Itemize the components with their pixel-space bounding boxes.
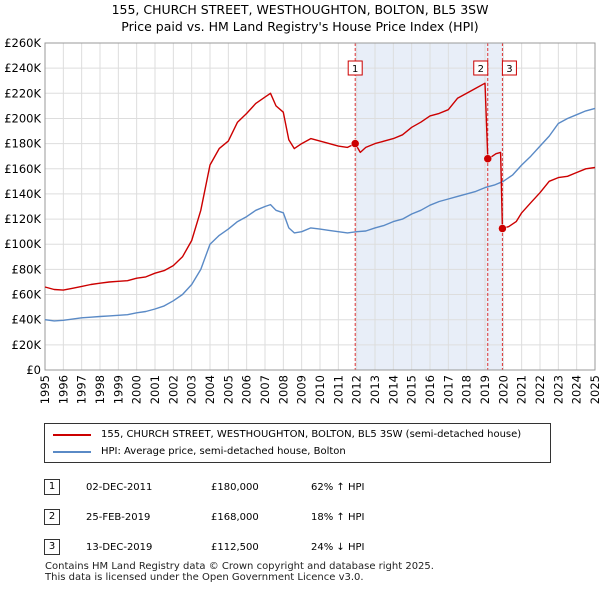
x-tick-label: 2000 — [130, 375, 144, 404]
x-tick-label: 1998 — [93, 375, 107, 404]
x-tick-label: 1997 — [75, 375, 89, 404]
sale-point — [483, 154, 492, 163]
x-tick-label: 2025 — [588, 375, 600, 404]
legend: 155, CHURCH STREET, WESTHOUGHTON, BOLTON… — [44, 423, 551, 463]
property-series-line — [44, 82, 596, 291]
sale-hpi-diff: 24% ↓ HPI — [311, 541, 365, 553]
x-tick-label: 2020 — [496, 375, 510, 404]
y-tick-label: £20K — [12, 338, 42, 352]
chart-title: 155, CHURCH STREET, WESTHOUGHTON, BOLTON… — [111, 2, 489, 17]
y-tick-label: £0 — [26, 363, 41, 377]
sales-table: 1 02-DEC-2011 £180,000 62% ↑ HPI 2 25-FE… — [44, 472, 364, 562]
x-tick-label: 2024 — [570, 375, 584, 404]
x-tick-label: 2003 — [185, 375, 199, 404]
table-row: 2 25-FEB-2019 £168,000 18% ↑ HPI — [44, 502, 364, 532]
x-tick-label: 2021 — [515, 375, 529, 404]
x-tick-label: 1996 — [56, 375, 70, 404]
sale-number-box: 1 — [44, 479, 60, 495]
footer-line-2: This data is licensed under the Open Gov… — [45, 572, 364, 583]
y-tick-label: £40K — [12, 313, 42, 327]
sale-label-number: 3 — [506, 64, 512, 75]
x-tick-label: 2022 — [533, 375, 547, 404]
x-tick-label: 2005 — [221, 375, 235, 404]
table-row: 3 13-DEC-2019 £112,500 24% ↓ HPI — [44, 532, 364, 562]
sale-price: £112,500 — [211, 541, 259, 553]
footer-line-1: Contains HM Land Registry data © Crown c… — [45, 561, 434, 572]
x-tick-label: 2008 — [276, 375, 290, 404]
x-tick-label: 1995 — [38, 375, 52, 404]
sale-hpi-diff: 62% ↑ HPI — [311, 481, 365, 493]
plot-border — [44, 42, 596, 371]
x-tick-label: 2001 — [148, 375, 162, 404]
hpi-series-line — [44, 107, 596, 322]
x-tick-label: 2002 — [166, 375, 180, 404]
x-tick-label: 2017 — [441, 375, 455, 404]
x-tick-label: 2023 — [551, 375, 565, 404]
y-tick-label: £240K — [4, 61, 41, 75]
legend-swatch-hpi — [53, 450, 91, 453]
x-tick-label: 2010 — [313, 375, 327, 404]
sale-price: £180,000 — [211, 481, 259, 493]
sale-date: 25-FEB-2019 — [86, 511, 151, 523]
x-tick-label: 1999 — [111, 375, 125, 404]
sale-label-number: 2 — [478, 64, 484, 75]
x-tick-label: 2018 — [460, 375, 474, 404]
x-tick-label: 2016 — [423, 375, 437, 404]
x-tick-label: 2015 — [405, 375, 419, 404]
sale-label-box — [501, 60, 517, 76]
y-tick-label: £120K — [4, 212, 41, 226]
x-tick-label: 2013 — [368, 375, 382, 404]
x-tick-label: 2004 — [203, 375, 217, 404]
legend-label-hpi: HPI: Average price, semi-detached house,… — [101, 446, 346, 457]
y-tick-label: £160K — [4, 162, 41, 176]
sale-price: £168,000 — [211, 511, 259, 523]
sale-label-box — [347, 60, 363, 76]
y-tick-label: £60K — [12, 288, 42, 302]
y-tick-label: £80K — [12, 262, 42, 276]
sale-point — [498, 224, 507, 233]
x-tick-label: 2007 — [258, 375, 272, 404]
x-tick-label: 2014 — [386, 375, 400, 404]
legend-item-property: 155, CHURCH STREET, WESTHOUGHTON, BOLTON… — [53, 429, 521, 440]
x-tick-label: 2011 — [331, 375, 345, 404]
y-tick-label: £260K — [4, 36, 41, 50]
sale-label-box — [473, 60, 489, 76]
sale-number-box: 3 — [44, 539, 60, 555]
x-tick-label: 2009 — [295, 375, 309, 404]
sale-date: 13-DEC-2019 — [86, 541, 153, 553]
table-row: 1 02-DEC-2011 £180,000 62% ↑ HPI — [44, 472, 364, 502]
y-tick-label: £220K — [4, 86, 41, 100]
y-tick-label: £140K — [4, 187, 41, 201]
legend-swatch-property — [53, 433, 91, 436]
sale-point — [350, 139, 360, 148]
price-chart: £0 £20K £40K £60K £80K £100K £120K £140K £160K £1… — [4, 36, 600, 404]
chart-subtitle: Price paid vs. HM Land Registry's House … — [121, 19, 479, 34]
sale-date: 02-DEC-2011 — [86, 481, 153, 493]
y-tick-label: £200K — [4, 111, 41, 125]
footer: Contains HM Land Registry data © Crown c… — [45, 561, 434, 583]
sale-label-number: 1 — [352, 64, 358, 75]
x-tick-label: 2012 — [350, 375, 364, 404]
y-tick-label: £100K — [4, 237, 41, 251]
x-tick-label: 2019 — [478, 375, 492, 404]
sale-hpi-diff: 18% ↑ HPI — [311, 511, 365, 523]
x-tick-label: 2006 — [240, 375, 254, 404]
sale-number-box: 2 — [44, 509, 60, 525]
y-tick-label: £180K — [4, 137, 41, 151]
legend-item-hpi: HPI: Average price, semi-detached house,… — [53, 446, 346, 457]
legend-label-property: 155, CHURCH STREET, WESTHOUGHTON, BOLTON… — [101, 429, 522, 440]
